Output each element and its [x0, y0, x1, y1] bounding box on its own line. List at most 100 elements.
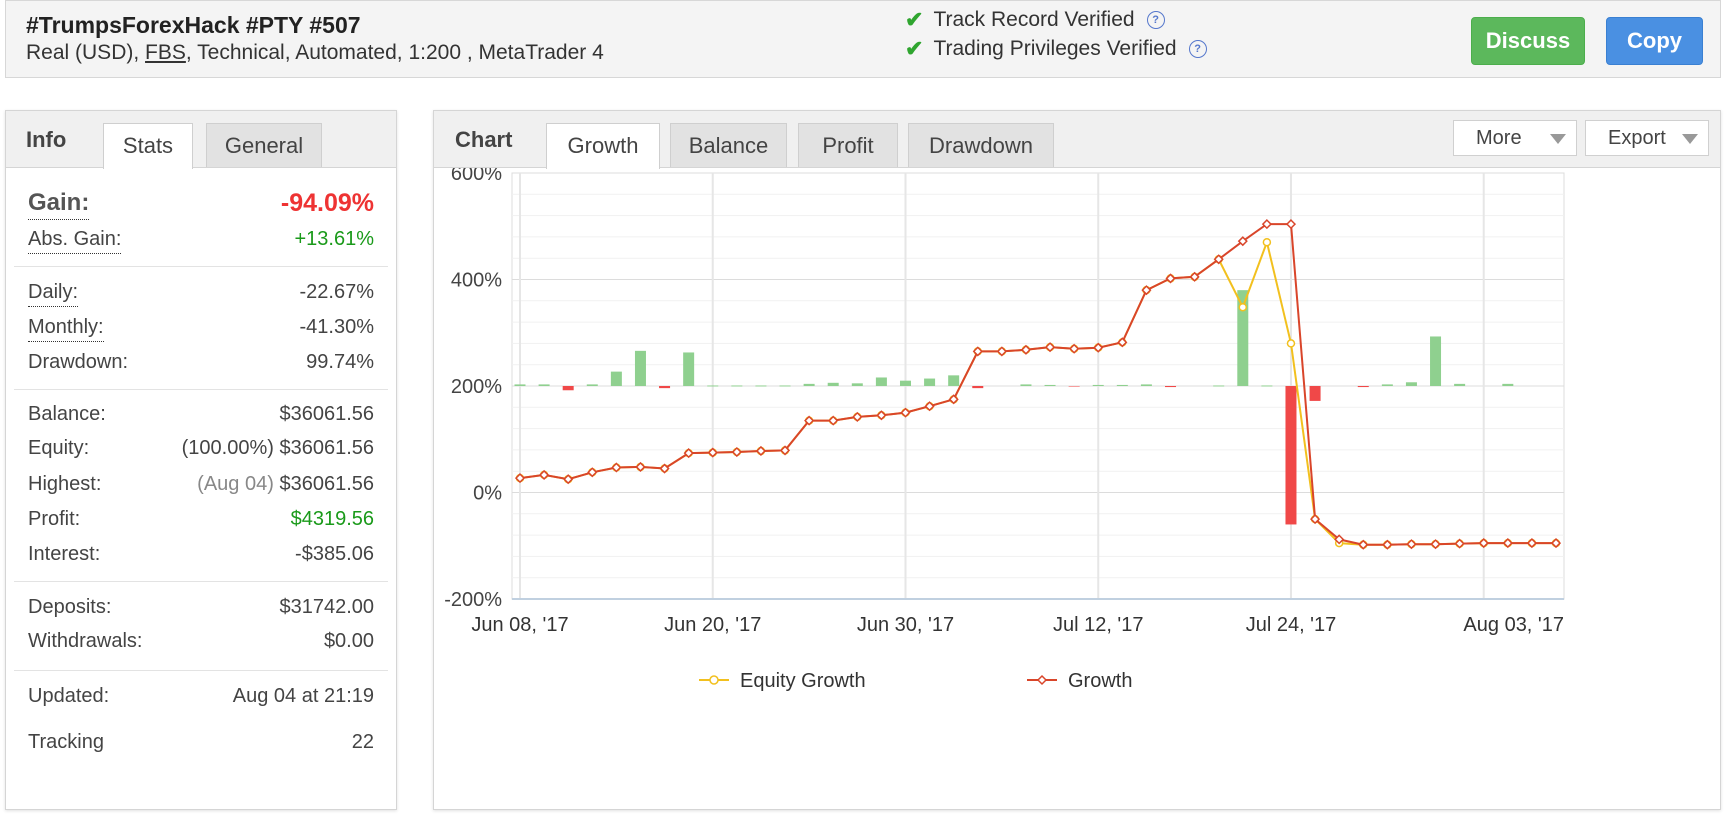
monthly-label[interactable]: Monthly:	[28, 316, 104, 342]
chart-panel: Chart Growth Balance Profit Drawdown Mor…	[433, 110, 1721, 810]
bar-positive	[948, 375, 960, 386]
growth-point	[611, 462, 622, 473]
export-dropdown[interactable]: Export	[1585, 120, 1709, 156]
bar-positive	[779, 385, 791, 387]
withdrawals-label: Withdrawals:	[28, 630, 143, 652]
growth-point	[1382, 539, 1393, 550]
equity-percent: (100.00%)	[181, 437, 274, 459]
account-details: , Technical, Automated, 1:200 , MetaTrad…	[185, 41, 604, 64]
growth-point	[659, 463, 670, 474]
bar-positive	[755, 385, 767, 387]
tracking-label: Tracking	[28, 731, 104, 753]
bar-positive	[1381, 384, 1393, 386]
bar-positive	[538, 384, 550, 386]
highest-date: (Aug 04)	[197, 473, 274, 495]
bar-negative	[562, 386, 574, 391]
growth-point	[852, 411, 863, 422]
info-panel: Info Stats General Gain: -94.09% Abs. Ga…	[5, 110, 397, 810]
broker-link[interactable]: FBS	[145, 41, 186, 64]
equity-label: Equity:	[28, 437, 90, 459]
tab-profit[interactable]: Profit	[798, 123, 898, 167]
tab-drawdown[interactable]: Drawdown	[908, 123, 1054, 167]
help-icon[interactable]: ?	[1146, 11, 1165, 29]
growth-point	[1526, 538, 1537, 549]
balance-value: $36061.56	[279, 403, 374, 425]
chevron-down-icon	[1682, 134, 1698, 144]
divider	[14, 670, 388, 671]
chart-bars	[514, 290, 1514, 525]
y-tick-label: 0%	[473, 483, 502, 505]
more-dropdown[interactable]: More	[1453, 120, 1577, 156]
legend-equity-marker	[709, 675, 719, 685]
divider	[14, 389, 388, 390]
tab-growth[interactable]: Growth	[546, 123, 660, 169]
tab-balance[interactable]: Balance	[670, 123, 787, 167]
tab-general[interactable]: General	[206, 123, 322, 167]
updated-value: Aug 04 at 21:19	[232, 685, 374, 707]
equity-point	[1238, 302, 1248, 312]
y-tick-label: 600%	[451, 168, 502, 185]
check-icon: ✔	[905, 36, 924, 61]
growth-point	[1285, 219, 1297, 230]
bar-negative	[1285, 386, 1297, 525]
bar-negative	[1309, 386, 1321, 401]
growth-point	[1430, 539, 1441, 550]
gain-label[interactable]: Gain:	[28, 189, 90, 220]
growth-point	[1165, 273, 1176, 284]
growth-point	[1069, 343, 1080, 354]
growth-point	[1478, 538, 1489, 549]
copy-button[interactable]: Copy	[1606, 17, 1703, 65]
legend-equity-label: Equity Growth	[740, 670, 866, 692]
more-label: More	[1476, 127, 1522, 149]
abs-gain-value: +13.61%	[294, 228, 374, 250]
discuss-button[interactable]: Discuss	[1471, 17, 1585, 65]
tab-stats[interactable]: Stats	[103, 123, 193, 169]
growth-point	[1093, 342, 1104, 353]
deposits-label: Deposits:	[28, 596, 112, 618]
x-tick-label: Jul 24, '17	[1246, 614, 1337, 636]
equity-point	[1262, 237, 1272, 247]
profit-label: Profit:	[28, 508, 81, 530]
updated-label: Updated:	[28, 685, 110, 707]
bar-positive	[1430, 336, 1442, 386]
growth-point	[683, 448, 694, 459]
growth-point	[563, 474, 574, 485]
legend-growth-marker	[1036, 674, 1048, 686]
chart-tabbar: Chart Growth Balance Profit Drawdown Mor…	[434, 111, 1720, 169]
balance-label: Balance:	[28, 403, 106, 425]
bar-positive	[514, 384, 526, 386]
y-tick-label: 400%	[451, 270, 502, 292]
drawdown-label: Drawdown:	[28, 351, 129, 373]
equity-point	[1286, 339, 1296, 348]
growth-point	[1213, 254, 1224, 265]
x-tick-label: Jun 08, '17	[471, 614, 568, 636]
info-tabbar: Info Stats General	[6, 111, 396, 169]
equity-value: $36061.56	[279, 437, 374, 459]
bar-positive	[731, 385, 743, 387]
drawdown-value: 99.74%	[306, 351, 374, 373]
y-tick-label: -200%	[444, 589, 502, 611]
bar-negative	[1357, 386, 1369, 388]
growth-point	[972, 346, 983, 357]
growth-point	[755, 445, 766, 457]
interest-label: Interest:	[28, 543, 101, 565]
growth-point	[1502, 538, 1513, 549]
chart-title: Chart	[455, 127, 513, 152]
bar-positive	[634, 350, 646, 386]
daily-label[interactable]: Daily:	[28, 281, 79, 307]
bar-positive	[899, 380, 911, 386]
growth-point	[948, 394, 959, 405]
x-tick-label: Jul 12, '17	[1053, 614, 1144, 636]
highest-value: $36061.56	[279, 473, 374, 495]
help-icon[interactable]: ?	[1188, 40, 1207, 58]
abs-gain-label[interactable]: Abs. Gain:	[28, 228, 122, 254]
trading-privileges-label: Trading Privileges Verified	[933, 37, 1177, 60]
x-tick-label: Jun 30, '17	[857, 614, 954, 636]
growth-point	[1020, 344, 1032, 355]
bar-positive	[803, 383, 815, 386]
growth-point	[514, 473, 526, 484]
growth-point	[635, 461, 646, 473]
growth-point	[900, 407, 911, 418]
account-type: Real (USD),	[26, 41, 146, 64]
bar-positive	[1116, 384, 1128, 386]
